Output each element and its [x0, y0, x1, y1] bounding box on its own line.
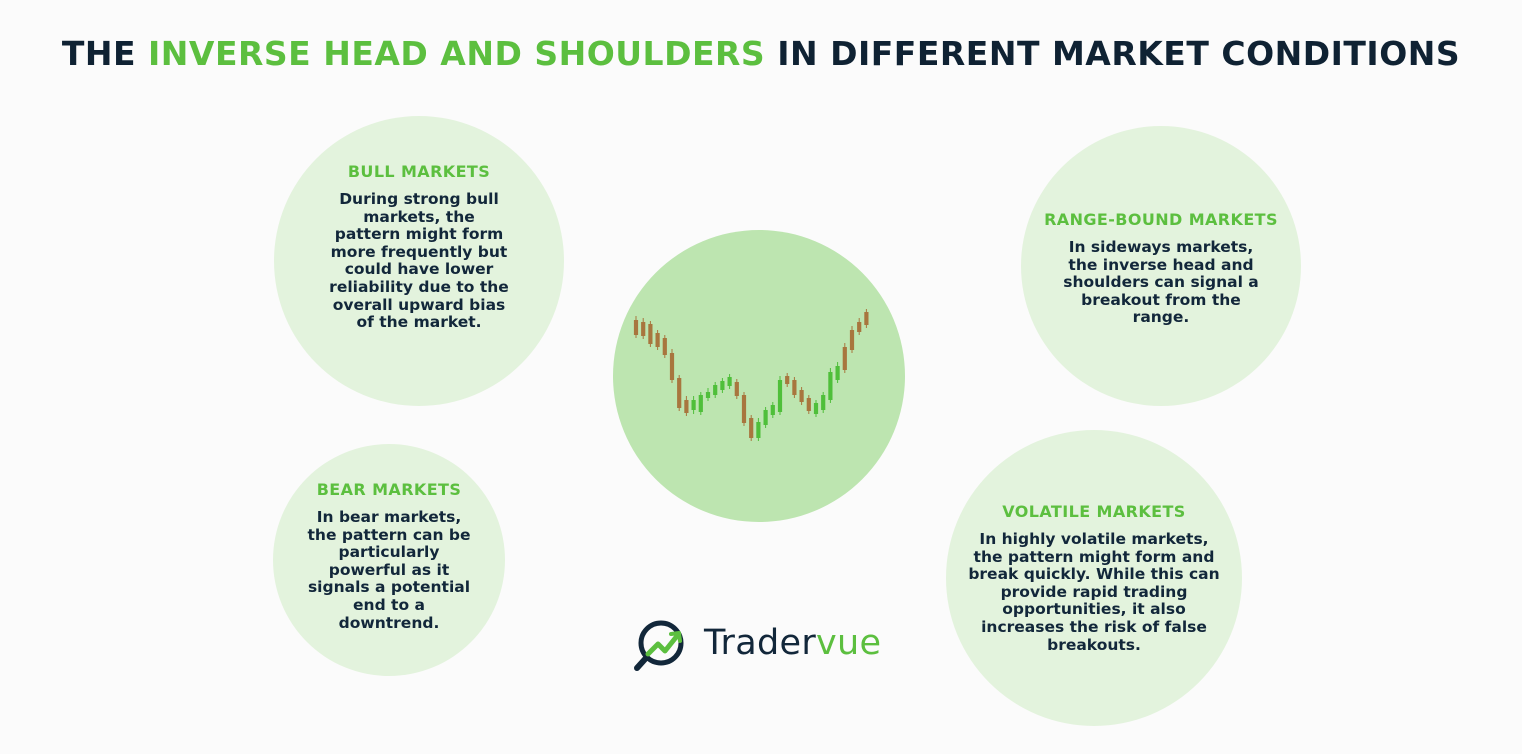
candle-body — [641, 322, 646, 336]
candle-body — [857, 322, 862, 332]
candle — [842, 343, 847, 373]
candle-body — [662, 338, 667, 355]
title-part2: IN DIFFERENT MARKET CONDITIONS — [765, 34, 1461, 73]
candle — [821, 392, 826, 413]
candle-body — [698, 395, 703, 412]
candle-body — [777, 380, 783, 412]
candle-body — [785, 376, 790, 384]
candle — [864, 309, 869, 328]
candle — [648, 321, 653, 347]
candle — [655, 330, 660, 350]
candle-body — [633, 320, 639, 335]
brand-name: Tradervue — [704, 623, 881, 663]
candle-body — [655, 333, 660, 347]
candle — [705, 388, 711, 401]
candle-body — [705, 392, 711, 398]
candle-body — [741, 395, 747, 423]
candle — [633, 316, 639, 338]
bull-markets-card: BULL MARKETS During strong bull markets,… — [274, 116, 564, 406]
bull-markets-text: During strong bull markets, the pattern … — [329, 190, 509, 332]
candle — [677, 375, 682, 411]
candle-body — [727, 377, 732, 386]
candle-body — [749, 418, 754, 438]
candle-body — [684, 400, 689, 413]
page-title: THE INVERSE HEAD AND SHOULDERS IN DIFFER… — [0, 34, 1522, 73]
candle — [662, 335, 667, 358]
volatile-markets-heading: VOLATILE MARKETS — [1002, 502, 1186, 521]
candle-body — [734, 382, 739, 396]
candle-body — [677, 378, 682, 408]
candle-body — [770, 405, 775, 415]
tradervue-logo: Tradervue — [634, 616, 894, 674]
candle — [857, 318, 862, 335]
bear-markets-text: In bear markets, the pattern can be part… — [307, 508, 471, 632]
candle — [734, 379, 739, 399]
candle — [684, 396, 689, 416]
candle — [691, 396, 696, 414]
candle — [698, 392, 703, 415]
candle-body — [842, 347, 847, 370]
candle — [777, 376, 783, 415]
volatile-markets-card: VOLATILE MARKETS In highly volatile mark… — [946, 430, 1242, 726]
candle — [835, 362, 840, 383]
candle-body — [713, 385, 718, 395]
candle-body — [864, 312, 869, 325]
candle — [641, 318, 646, 339]
candle — [713, 382, 718, 398]
candle — [720, 378, 725, 393]
title-part1: THE — [61, 34, 149, 73]
candle-body — [648, 324, 653, 344]
candle-body — [691, 400, 696, 410]
candle — [741, 392, 747, 426]
candle-body — [792, 380, 797, 395]
brand-name-main: Trader — [704, 623, 817, 663]
candle-body — [835, 366, 840, 380]
bear-markets-card: BEAR MARKETS In bear markets, the patter… — [273, 444, 505, 676]
candle — [799, 387, 804, 405]
bull-markets-heading: BULL MARKETS — [347, 162, 491, 181]
candle-body — [799, 390, 804, 402]
candle — [756, 418, 761, 441]
candlestick-chart-circle — [613, 230, 905, 522]
candle — [770, 402, 775, 418]
candle — [669, 349, 675, 383]
candle-body — [756, 422, 761, 438]
candle — [785, 373, 790, 387]
candle-body — [669, 353, 675, 380]
candle-body — [806, 398, 811, 411]
candle — [849, 326, 855, 353]
range-bound-markets-heading: RANGE-BOUND MARKETS — [1044, 210, 1278, 229]
candle — [792, 377, 797, 398]
candle — [828, 368, 833, 403]
candle — [749, 415, 754, 441]
candle — [806, 395, 811, 414]
candle-body — [828, 372, 833, 400]
candle-body — [813, 403, 819, 414]
bear-markets-heading: BEAR MARKETS — [316, 480, 462, 499]
candlestick-chart — [633, 309, 869, 441]
candle-body — [849, 330, 855, 350]
range-bound-markets-card: RANGE-BOUND MARKETS In sideways markets,… — [1021, 126, 1301, 406]
candle — [813, 400, 819, 417]
volatile-markets-text: In highly volatile markets, the pattern … — [968, 530, 1220, 654]
candle-body — [720, 381, 725, 390]
title-highlight: INVERSE HEAD AND SHOULDERS — [148, 34, 766, 73]
range-bound-markets-text: In sideways markets, the inverse head an… — [1063, 238, 1259, 327]
candle — [763, 407, 768, 428]
magnifier-chart-icon — [634, 620, 684, 671]
brand-name-accent: vue — [816, 623, 882, 663]
candle — [727, 374, 732, 389]
candle-body — [763, 410, 768, 425]
candle-body — [821, 395, 826, 410]
